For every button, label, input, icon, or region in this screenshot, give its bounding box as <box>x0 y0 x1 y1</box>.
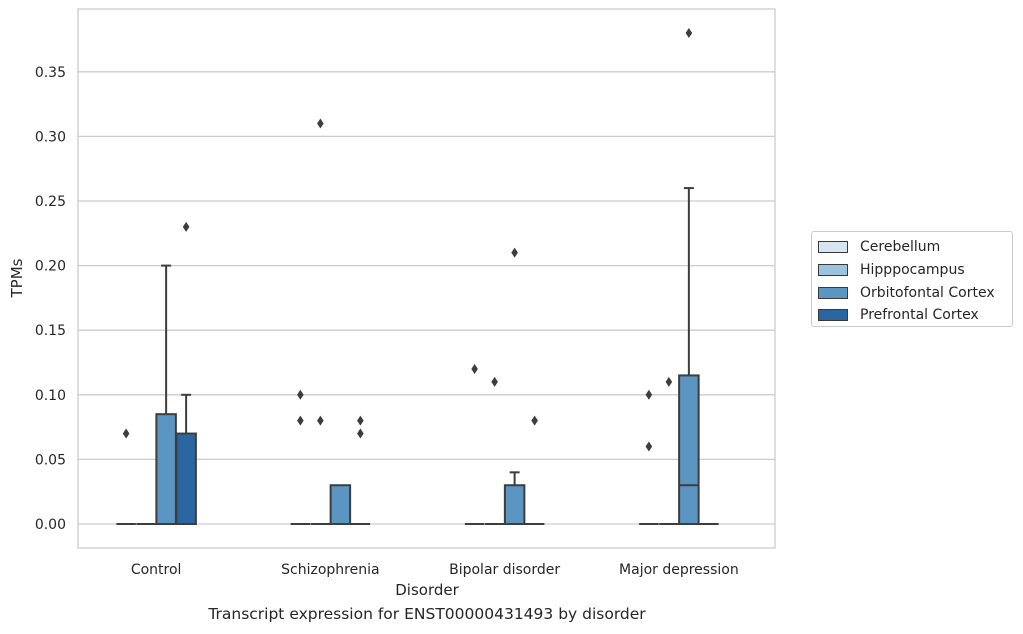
y-tick-label: 0.10 <box>35 388 66 404</box>
y-tick-label: 0.25 <box>35 194 66 210</box>
y-tick-labels: 0.00 0.05 0.10 0.15 0.20 0.25 0.30 0.35 <box>35 65 66 533</box>
outlier-point <box>471 363 478 374</box>
legend-label: Cerebellum <box>860 239 941 256</box>
box <box>155 413 177 525</box>
chart-caption: Transcript expression for ENST0000043149… <box>208 605 646 623</box>
outlier-point <box>297 389 304 400</box>
legend-swatch <box>818 309 848 322</box>
outlier-point <box>357 415 364 426</box>
box <box>678 374 700 526</box>
y-tick-label: 0.20 <box>35 259 66 275</box>
outlier-point <box>122 428 130 439</box>
outlier-point <box>317 415 324 426</box>
box <box>175 432 197 525</box>
y-axis-title: TPMs <box>8 258 26 298</box>
outlier-point <box>297 415 304 426</box>
legend-item: Cerebellum <box>818 236 1012 259</box>
legend-item: Orbitofontal Cortex <box>818 281 1012 304</box>
x-tick-labels: Control Schizophrenia Bipolar disorder Majo… <box>131 562 739 578</box>
outlier-point <box>317 118 324 129</box>
outlier-point <box>665 376 673 387</box>
x-tick-label: Schizophrenia <box>281 562 379 578</box>
legend-swatch <box>818 286 848 299</box>
outlier-point <box>491 376 498 387</box>
plot-frame <box>77 8 776 549</box>
legend-item: Prefrontal Cortex <box>818 304 1012 327</box>
outlier-point <box>531 415 538 426</box>
legend-label: Hipppocampus <box>860 262 965 279</box>
y-tick-label: 0.15 <box>35 323 66 339</box>
legend-item: Hipppocampus <box>818 259 1012 282</box>
outlier-point <box>645 389 653 400</box>
outlier-point <box>685 28 693 39</box>
outlier-point <box>511 247 518 258</box>
box <box>503 484 526 525</box>
outlier-point <box>645 441 653 452</box>
y-tick-label: 0.30 <box>35 129 66 145</box>
x-tick-label: Bipolar disorder <box>449 562 560 578</box>
legend-swatch <box>818 264 848 277</box>
x-tick-label: Major depression <box>619 562 739 578</box>
y-tick-label: 0.05 <box>35 452 66 468</box>
x-axis-title: Disorder <box>395 581 459 599</box>
legend: Cerebellum Hipppocampus Orbitofontal Corte… <box>811 231 1013 327</box>
y-tick-label: 0.00 <box>35 517 66 533</box>
outlier-point <box>182 221 190 232</box>
box <box>329 484 352 525</box>
box-plots <box>116 28 719 526</box>
x-tick-label: Control <box>131 562 182 578</box>
outlier-point <box>357 428 364 439</box>
legend-swatch <box>818 241 848 254</box>
y-tick-label: 0.35 <box>35 65 66 81</box>
legend-label: Prefrontal Cortex <box>860 307 979 324</box>
legend-label: Orbitofontal Cortex <box>860 284 995 301</box>
